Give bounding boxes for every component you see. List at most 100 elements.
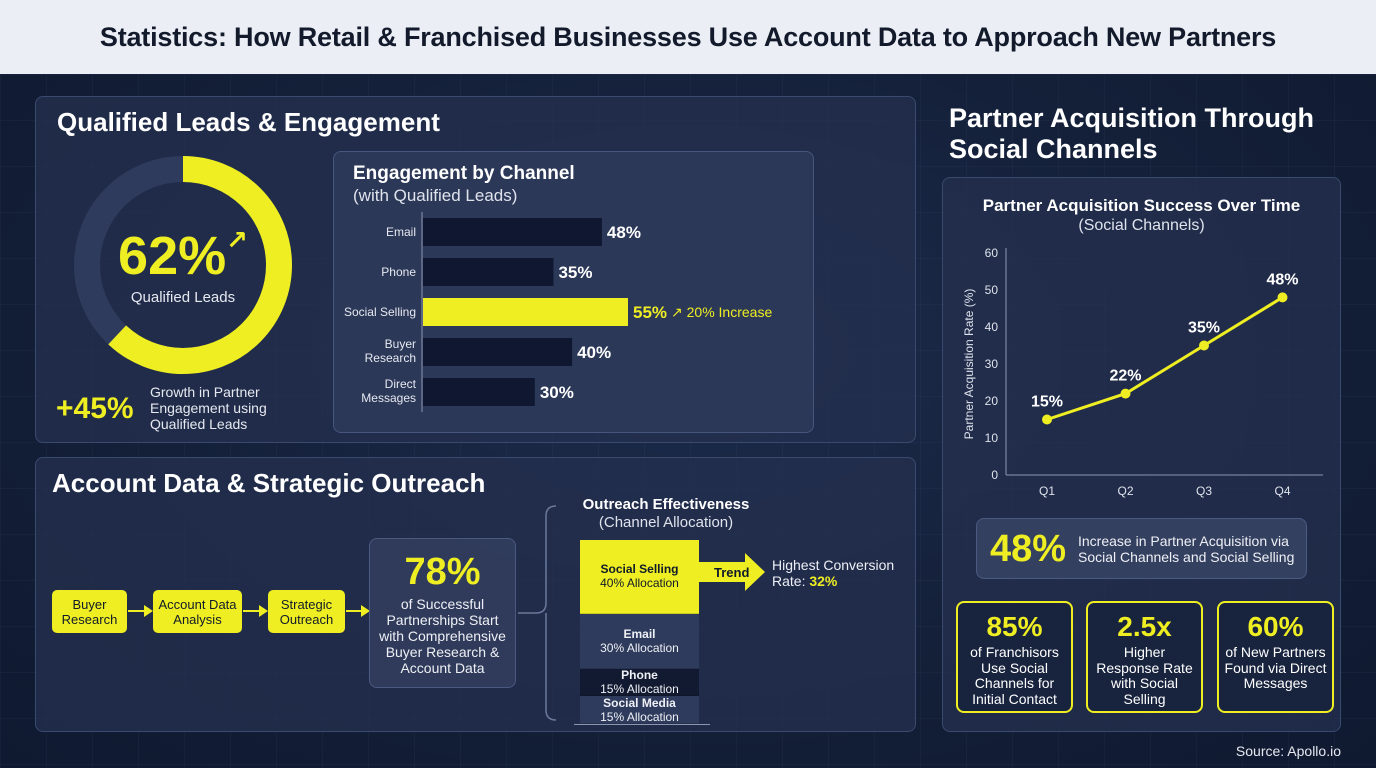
stack-baseline bbox=[574, 724, 710, 725]
trend-label: Trend bbox=[714, 565, 750, 580]
bar-social-selling bbox=[423, 298, 628, 326]
y-tick-label: 0 bbox=[991, 468, 998, 482]
data-label: 22% bbox=[1109, 368, 1141, 385]
donut-arc bbox=[74, 156, 292, 374]
stat-line: Response Rate bbox=[1096, 659, 1193, 676]
engagement-chart-panel: Engagement by Channel (with Qualified Le… bbox=[333, 151, 814, 433]
x-tick-label: Q4 bbox=[1274, 484, 1290, 498]
bar-value-label: 30% bbox=[540, 383, 574, 402]
x-tick-label: Q1 bbox=[1039, 484, 1055, 498]
y-tick-label: 30 bbox=[985, 357, 999, 371]
stat-line: of Franchisors bbox=[970, 644, 1059, 660]
data-point bbox=[1277, 292, 1288, 303]
stat-value: 2.5x bbox=[1117, 611, 1172, 642]
outreach-subtitle: (Channel Allocation) bbox=[598, 514, 734, 531]
flow-arrow bbox=[243, 610, 260, 612]
stat-line: Found via Direct bbox=[1224, 659, 1327, 676]
summary-value: 48% bbox=[990, 528, 1067, 570]
bar-value-label: 35% bbox=[558, 263, 592, 282]
partnership-stat-line: of Successful bbox=[400, 596, 485, 612]
flow-arrow bbox=[128, 610, 145, 612]
stat-box-franchisors: 85% of Franchisors Use Social Channels f… bbox=[956, 601, 1073, 713]
source-note: Source: Apollo.io bbox=[1235, 743, 1341, 759]
bar-category-label: Buyer Research bbox=[365, 337, 416, 365]
growth-text-line: Engagement using bbox=[150, 400, 267, 416]
qualified-leads-donut bbox=[74, 156, 292, 374]
stat-text: of New Partners Found via Direct Message… bbox=[1219, 644, 1332, 692]
segment-name: Email bbox=[623, 626, 656, 641]
acquisition-line-chart: 0 10 20 30 40 50 60 Partner Acquisition Rate (%… bbox=[962, 246, 1323, 498]
segment-name: Phone bbox=[621, 668, 658, 683]
qualified-leads-title: Qualified Leads & Engagement bbox=[57, 107, 440, 137]
stack-segment-phone: Phone 15% Allocation bbox=[580, 668, 699, 697]
growth-text-line: Growth in Partner bbox=[150, 384, 260, 400]
stat-line: Use Social bbox=[981, 659, 1048, 676]
partnership-stat-line: Account Data bbox=[400, 660, 485, 676]
summary-box: 48% Increase in Partner Acquisition via … bbox=[976, 518, 1307, 579]
account-data-panel: Account Data & Strategic Outreach Buyer … bbox=[35, 457, 916, 732]
y-tick-label: 10 bbox=[985, 431, 999, 445]
flow-arrow-head bbox=[144, 605, 153, 617]
stat-box-response-rate: 2.5x Higher Response Rate with Social Se… bbox=[1086, 601, 1203, 713]
trend-arrow bbox=[699, 553, 765, 591]
acquisition-panel: Partner Acquisition Success Over Time (S… bbox=[942, 177, 1341, 732]
y-axis-label: Partner Acquisition Rate (%) bbox=[962, 289, 976, 440]
outreach-bracket bbox=[518, 505, 556, 721]
bar-category-label: Phone bbox=[381, 265, 416, 279]
flow-buyer-research: Buyer Research bbox=[52, 590, 127, 633]
y-tick-label: 20 bbox=[985, 394, 999, 408]
account-data-title: Account Data & Strategic Outreach bbox=[52, 468, 486, 498]
segment-name: Social Media bbox=[603, 695, 676, 710]
partnership-stat-text: of Successful Partnerships Start with Co… bbox=[370, 596, 515, 676]
summary-text: Increase in Partner Acquisition via Soci… bbox=[1078, 533, 1294, 565]
acquisition-title: Partner Acquisition Through Social Chann… bbox=[949, 103, 1314, 165]
segment-allocation: 30% Allocation bbox=[600, 640, 679, 655]
data-point bbox=[1199, 340, 1209, 351]
stack-segment-email: Email 30% Allocation bbox=[580, 613, 699, 669]
conversion-prefix: Rate: bbox=[772, 573, 806, 589]
stack-segment-social-selling: Social Selling 40% Allocation bbox=[580, 540, 699, 614]
bar-direct-messages bbox=[423, 378, 535, 406]
y-tick-label: 60 bbox=[985, 246, 999, 260]
outreach-stacked-bar: Social Selling 40% Allocation Email 30% All… bbox=[580, 540, 699, 724]
bar-phone bbox=[423, 258, 554, 286]
stat-line: of New Partners bbox=[1225, 644, 1326, 660]
flow-strategic-outreach-label: Strategic Outreach bbox=[279, 596, 334, 627]
data-label: 35% bbox=[1188, 320, 1220, 337]
bar-value-label: 48% bbox=[607, 223, 641, 242]
growth-text: Growth in Partner Engagement using Quali… bbox=[150, 384, 267, 432]
summary-line: Social Channels and Social Selling bbox=[1078, 549, 1295, 565]
bar-value-label: 55% bbox=[633, 303, 667, 322]
x-tick-label: Q2 bbox=[1117, 484, 1133, 498]
y-tick-label: 40 bbox=[985, 320, 999, 334]
outreach-title: Outreach Effectiveness bbox=[582, 496, 750, 513]
stat-text: Higher Response Rate with Social Selling bbox=[1088, 644, 1201, 707]
partnership-stat-value: 78% bbox=[404, 551, 481, 593]
stat-value: 60% bbox=[1247, 611, 1304, 642]
page-title: Statistics: How Retail & Franchised Busi… bbox=[99, 21, 1277, 52]
conversion-text: Highest Conversion Rate: 32% bbox=[772, 557, 894, 589]
x-tick-label: Q3 bbox=[1196, 484, 1212, 498]
stat-line: Channels for bbox=[974, 675, 1055, 691]
engagement-bar-chart: Email 48% Phone 35% Social Selling 55% ↗ 20% I… bbox=[344, 212, 772, 412]
bar-category-label: Email bbox=[386, 225, 416, 239]
stat-line: Higher bbox=[1123, 644, 1166, 660]
partnership-stat-line: with Comprehensive bbox=[379, 628, 506, 644]
flow-account-data-analysis-label: Account Data Analysis bbox=[158, 596, 237, 627]
growth-value: +45% bbox=[56, 392, 134, 425]
summary-line: Increase in Partner Acquisition via bbox=[1078, 533, 1289, 549]
acquisition-title-line: Social Channels bbox=[949, 134, 1158, 164]
bar-category-label: Social Selling bbox=[344, 305, 416, 319]
data-point bbox=[1042, 414, 1052, 425]
header-bar: Statistics: How Retail & Franchised Busi… bbox=[0, 0, 1376, 74]
flow-arrow-head bbox=[259, 605, 268, 617]
bar-buyer-research bbox=[423, 338, 573, 366]
data-label: 48% bbox=[1266, 271, 1298, 288]
flow-arrow-head bbox=[361, 605, 370, 617]
donut-value: 62% bbox=[118, 226, 227, 286]
line-chart-title: Partner Acquisition Success Over Time bbox=[982, 196, 1301, 215]
stat-box-direct-messages: 60% of New Partners Found via Direct Mes… bbox=[1217, 601, 1334, 713]
y-tick-label: 50 bbox=[985, 283, 999, 297]
segment-allocation: 15% Allocation bbox=[600, 709, 679, 724]
segment-allocation: 15% Allocation bbox=[600, 682, 679, 697]
